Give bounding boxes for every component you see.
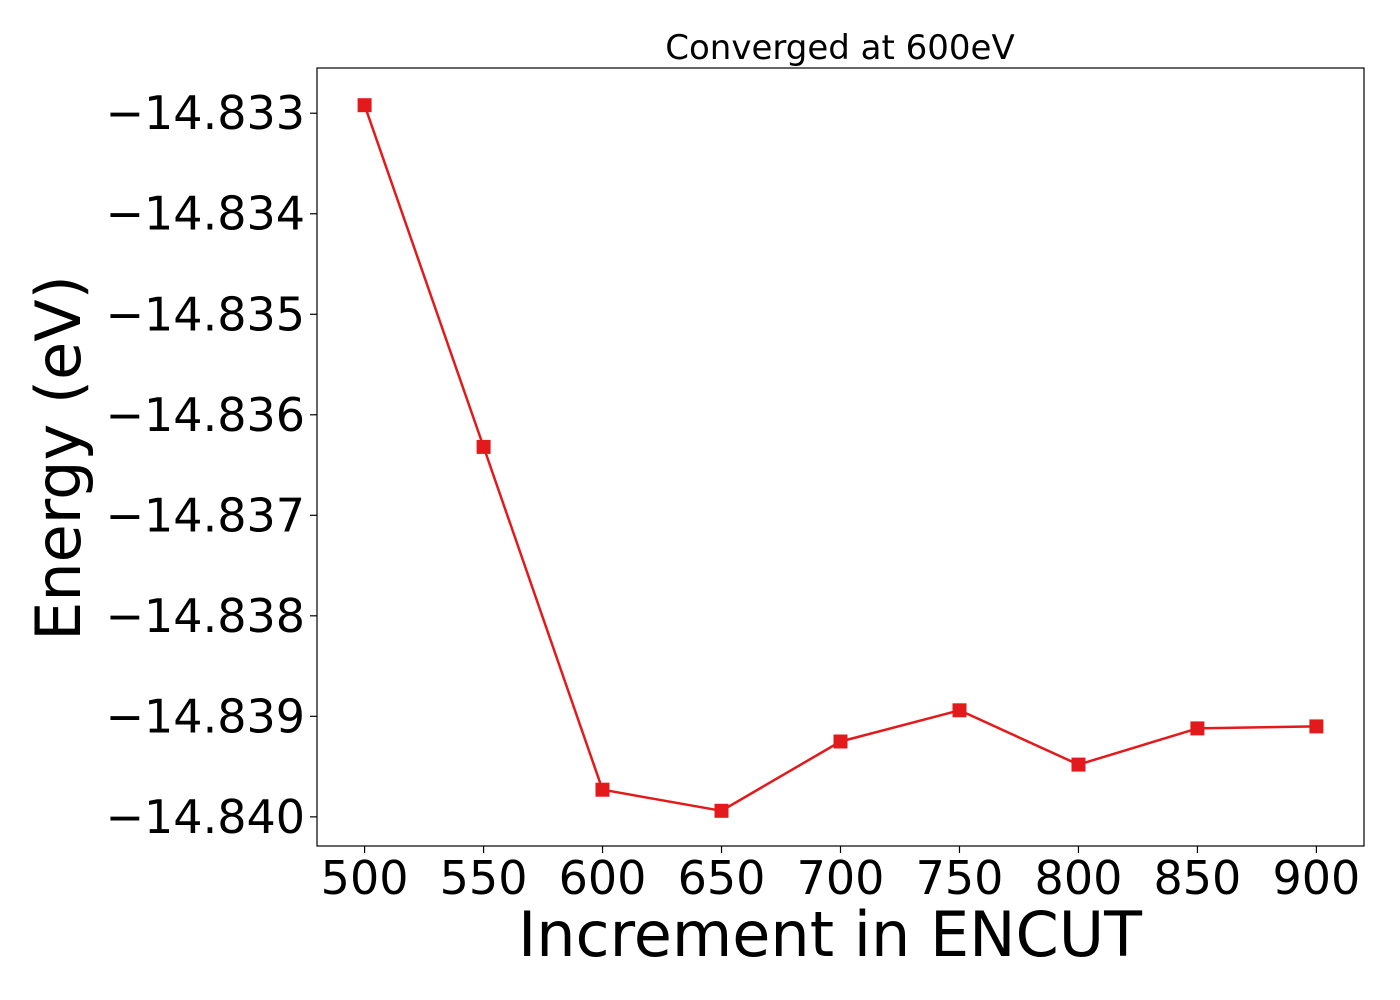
data-point-marker bbox=[1190, 721, 1205, 736]
data-point-marker bbox=[595, 782, 610, 797]
y-tick-label: −14.837 bbox=[106, 488, 306, 542]
x-tick-label: 600 bbox=[559, 851, 647, 905]
x-tick-label: 750 bbox=[916, 851, 1004, 905]
x-tick-label: 700 bbox=[797, 851, 885, 905]
series-line bbox=[363, 104, 1317, 813]
series-layer bbox=[357, 98, 1324, 818]
y-tick-label: −14.833 bbox=[106, 86, 306, 140]
x-tick-label: 800 bbox=[1035, 851, 1123, 905]
data-point-marker bbox=[1071, 757, 1086, 772]
data-point-marker bbox=[357, 98, 372, 113]
x-tick-label: 900 bbox=[1273, 851, 1361, 905]
x-tick-label: 850 bbox=[1154, 851, 1242, 905]
data-point-marker bbox=[476, 439, 491, 454]
data-point-marker bbox=[952, 703, 967, 718]
y-axis-ticks: −14.833 −14.834 −14.835 −14.836 −14.837 −14.8… bbox=[106, 86, 317, 844]
y-tick-label: −14.839 bbox=[106, 689, 306, 743]
y-tick-label: −14.836 bbox=[106, 388, 306, 442]
data-point-marker bbox=[1309, 719, 1324, 734]
x-axis-label: Increment in ENCUT bbox=[518, 898, 1143, 971]
x-tick-label: 550 bbox=[440, 851, 528, 905]
y-tick-label: −14.840 bbox=[106, 790, 306, 844]
data-point-marker bbox=[833, 734, 848, 749]
y-tick-label: −14.834 bbox=[106, 187, 306, 241]
x-tick-label: 500 bbox=[321, 851, 409, 905]
chart-title: Converged at 600eV bbox=[665, 28, 1014, 68]
x-axis-ticks: 500 550 600 650 700 750 800 850 900 bbox=[321, 846, 1361, 905]
data-point-marker bbox=[714, 803, 729, 818]
y-tick-label: −14.835 bbox=[106, 287, 306, 341]
x-tick-label: 650 bbox=[678, 851, 766, 905]
y-axis-label: Energy (eV) bbox=[22, 275, 95, 641]
y-tick-label: −14.838 bbox=[106, 589, 306, 643]
